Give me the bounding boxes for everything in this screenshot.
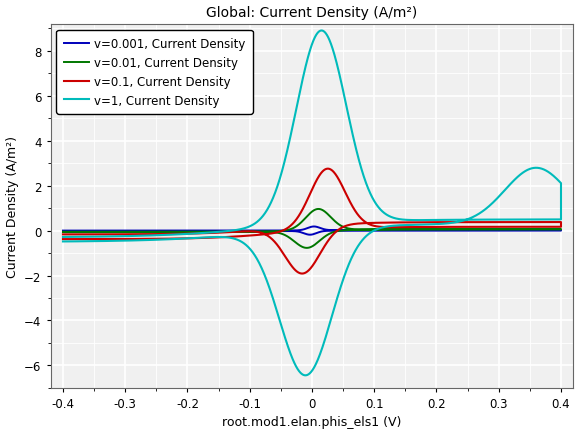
Title: Global: Current Density (A/m²): Global: Current Density (A/m²) <box>206 6 417 20</box>
v=0.001, Current Density <box>291 228 298 233</box>
v=0.01, Current Density <box>60 230 67 235</box>
v=0.001, Current Density <box>60 228 67 233</box>
v=1, Current Density <box>301 68 308 73</box>
v=0.001, Current Density <box>506 228 513 233</box>
v=0.01, Current Density <box>435 227 442 232</box>
v=0.01, Current Density <box>301 217 308 222</box>
v=0.1, Current Density <box>435 225 442 230</box>
v=0.001, Current Density <box>296 228 303 233</box>
v=0.001, Current Density <box>67 229 74 234</box>
Legend: v=0.001, Current Density, v=0.01, Current Density, v=0.1, Current Density, v=1, : v=0.001, Current Density, v=0.01, Curren… <box>56 31 252 115</box>
v=1, Current Density <box>296 91 303 96</box>
Line: v=1, Current Density: v=1, Current Density <box>63 31 561 375</box>
v=0.001, Current Density <box>310 224 317 230</box>
Y-axis label: Current Density (A/m²): Current Density (A/m²) <box>6 135 19 277</box>
Line: v=0.001, Current Density: v=0.001, Current Density <box>63 227 561 235</box>
v=0.001, Current Density <box>435 228 442 233</box>
v=0.001, Current Density <box>301 227 308 232</box>
v=0.1, Current Density <box>291 220 298 225</box>
v=0.01, Current Density <box>296 222 303 227</box>
v=0.1, Current Density <box>60 237 67 242</box>
v=0.01, Current Density <box>291 225 298 230</box>
v=1, Current Density <box>60 239 67 244</box>
v=1, Current Density <box>506 217 513 223</box>
v=0.01, Current Density <box>315 207 322 212</box>
X-axis label: root.mod1.elan.phis_els1 (V): root.mod1.elan.phis_els1 (V) <box>222 415 402 428</box>
v=0.001, Current Density <box>60 229 67 234</box>
v=0.1, Current Density <box>506 225 513 230</box>
v=0.001, Current Density <box>307 233 314 238</box>
v=0.01, Current Density <box>67 230 74 235</box>
v=0.01, Current Density <box>60 230 67 235</box>
v=0.1, Current Density <box>301 203 308 208</box>
v=1, Current Density <box>60 235 67 240</box>
v=0.01, Current Density <box>506 227 513 232</box>
v=0.1, Current Density <box>299 271 306 276</box>
v=0.1, Current Density <box>60 232 67 237</box>
v=0.1, Current Density <box>324 167 331 172</box>
Line: v=0.01, Current Density: v=0.01, Current Density <box>63 210 561 248</box>
v=1, Current Density <box>302 373 309 378</box>
v=1, Current Density <box>435 218 442 223</box>
v=1, Current Density <box>291 117 298 122</box>
v=0.01, Current Density <box>303 246 310 251</box>
v=1, Current Density <box>67 239 74 244</box>
v=1, Current Density <box>318 29 325 34</box>
v=0.1, Current Density <box>296 212 303 217</box>
v=0.1, Current Density <box>67 232 74 237</box>
Line: v=0.1, Current Density: v=0.1, Current Density <box>63 169 561 274</box>
